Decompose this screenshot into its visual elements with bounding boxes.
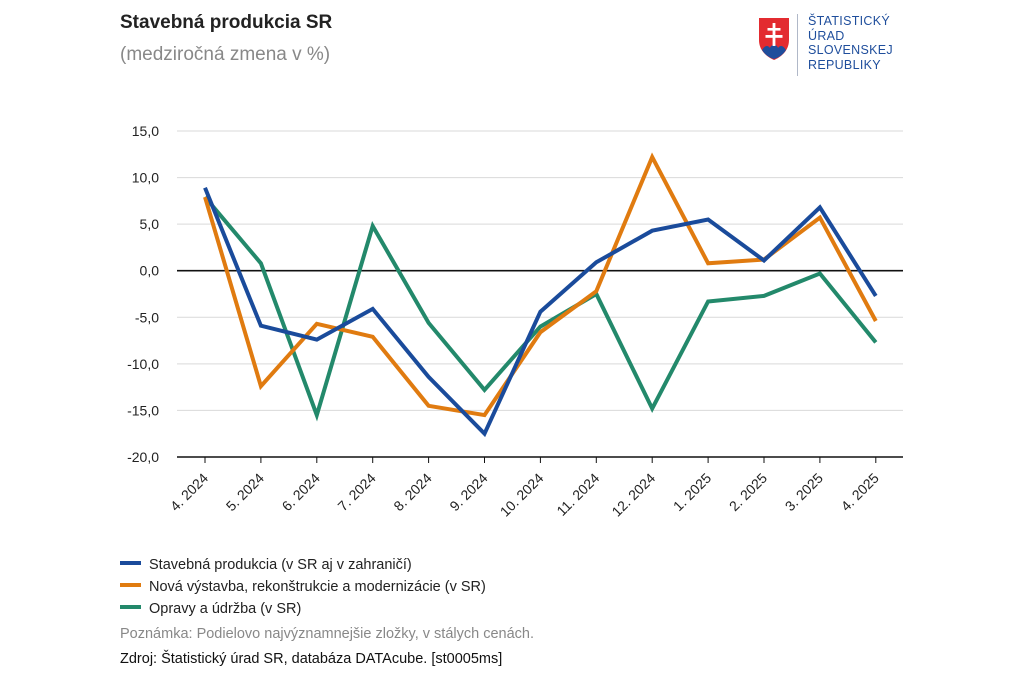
x-axis-ticks: 4. 2024 5. 2024 6. 2024 7. 2024 8. 2024 9. 20… [167, 457, 882, 520]
x-tick-label: 10. 2024 [497, 470, 547, 520]
legend-item-repairs: Opravy a údržba (v SR) [120, 598, 486, 620]
x-tick-label: 1. 2025 [670, 470, 714, 514]
chart-title: Stavebná produkcia SR [120, 12, 333, 33]
logo-line: REPUBLIKY [808, 57, 881, 72]
x-tick-label: 6. 2024 [279, 470, 323, 514]
x-tick-label: 4. 2024 [167, 470, 211, 514]
logo-text: ŠTATISTICKÝ ÚRAD SLOVENSKEJ REPUBLIKY [808, 14, 893, 72]
y-tick-label: 15,0 [132, 123, 159, 139]
x-tick-label: 12. 2024 [608, 470, 658, 520]
y-tick-label: -10,0 [127, 356, 159, 372]
x-tick-label: 2. 2025 [726, 470, 770, 514]
institution-logo: ŠTATISTICKÝ ÚRAD SLOVENSKEJ REPUBLIKY [757, 12, 917, 78]
y-tick-label: 0,0 [140, 263, 160, 279]
legend: Stavebná produkcia (v SR aj v zahraničí)… [120, 554, 486, 620]
chart-subtitle: (medziročná zmena v %) [120, 44, 331, 65]
y-axis-ticks: 15,0 10,0 5,0 0,0 -5,0 -10,0 -15,0 -20,0 [127, 123, 159, 465]
legend-swatch-repairs [120, 605, 141, 610]
legend-label-total: Stavebná produkcia (v SR aj v zahraničí) [149, 557, 412, 573]
x-tick-label: 7. 2024 [334, 470, 378, 514]
y-tick-label: 10,0 [132, 170, 159, 186]
legend-label-repairs: Opravy a údržba (v SR) [149, 601, 302, 617]
legend-swatch-total [120, 561, 141, 566]
source-note: Zdroj: Štatistický úrad SR, databáza DAT… [120, 651, 503, 667]
x-tick-label: 9. 2024 [446, 470, 490, 514]
y-tick-label: -15,0 [127, 402, 159, 418]
x-tick-label: 8. 2024 [390, 470, 434, 514]
legend-label-new-construction: Nová výstavba, rekonštrukcie a modernizá… [149, 579, 486, 595]
slovak-emblem-icon [759, 18, 789, 60]
footnote: Poznámka: Podielovo najvýznamnejšie zlož… [120, 626, 534, 642]
y-tick-label: -20,0 [127, 449, 159, 465]
y-tick-label: -5,0 [135, 309, 159, 325]
series-line-total [203, 187, 878, 438]
y-tick-label: 5,0 [140, 216, 160, 232]
legend-swatch-new-construction [120, 583, 141, 588]
x-tick-label: 5. 2024 [223, 470, 267, 514]
legend-item-total: Stavebná produkcia (v SR aj v zahraničí) [120, 554, 486, 576]
logo-line: ŠTATISTICKÝ [808, 14, 891, 28]
x-tick-label: 3. 2025 [782, 470, 826, 514]
series-line-new-construction [203, 152, 878, 418]
legend-item-new-construction: Nová výstavba, rekonštrukcie a modernizá… [120, 576, 486, 598]
series-layer [203, 152, 878, 438]
x-tick-label: 4. 2025 [838, 470, 882, 514]
grid-layer [177, 130, 903, 458]
x-tick-label: 11. 2024 [553, 470, 602, 519]
series-line-repairs [203, 195, 878, 422]
logo-line: SLOVENSKEJ [808, 43, 893, 57]
logo-divider [797, 14, 798, 76]
logo-line: ÚRAD [808, 28, 845, 43]
